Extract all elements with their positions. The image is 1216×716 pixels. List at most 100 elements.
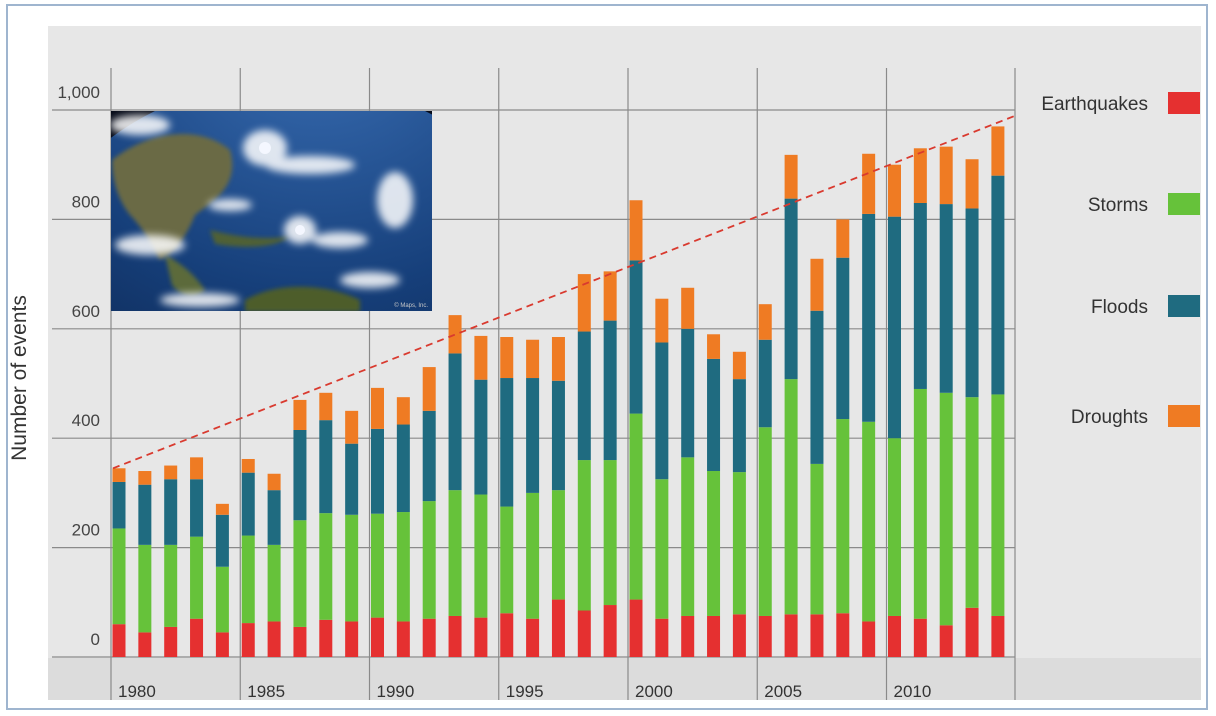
bar-segment-floods xyxy=(448,353,462,491)
bar-segment-earthquakes xyxy=(810,614,824,657)
bar-segment-earthquakes xyxy=(629,599,643,657)
bar-segment-storms xyxy=(732,472,746,615)
bar-segment-droughts xyxy=(577,274,591,332)
bar-segment-earthquakes xyxy=(991,615,1005,657)
y-tick-label: 0 xyxy=(91,630,100,649)
bar-segment-storms xyxy=(681,457,695,616)
bar-segment-storms xyxy=(448,490,462,616)
bar-segment-droughts xyxy=(655,298,669,343)
bar-segment-droughts xyxy=(836,219,850,258)
bar-segment-droughts xyxy=(293,399,307,430)
bar-segment-earthquakes xyxy=(655,618,669,657)
bar-segment-droughts xyxy=(888,164,901,217)
x-tick-label: 1980 xyxy=(118,682,156,701)
bar-segment-storms xyxy=(707,471,721,616)
bar-segment-storms xyxy=(758,427,772,616)
trend-line xyxy=(112,114,1017,470)
bar-segment-storms xyxy=(629,413,643,600)
bar-segment-earthquakes xyxy=(164,626,178,657)
bar-segment-droughts xyxy=(913,148,927,203)
legend-label: Earthquakes xyxy=(1041,94,1148,115)
y-tick-label: 200 xyxy=(72,521,100,540)
y-tick-label: 800 xyxy=(72,192,100,211)
bar-segment-floods xyxy=(577,331,591,461)
bar-segment-storms xyxy=(526,492,540,619)
bar-segment-earthquakes xyxy=(293,626,307,657)
bar-segment-storms xyxy=(862,421,876,622)
bar-segment-earthquakes xyxy=(500,613,514,657)
bar-segment-droughts xyxy=(422,367,436,411)
bar-segment-earthquakes xyxy=(526,618,540,657)
bar-segment-floods xyxy=(939,204,953,393)
bar-segment-earthquakes xyxy=(758,615,772,657)
bar-segment-earthquakes xyxy=(371,617,384,657)
bar-segment-droughts xyxy=(810,258,824,311)
bar-segment-floods xyxy=(810,310,824,464)
bar-segment-droughts xyxy=(939,146,953,205)
bar-segment-floods xyxy=(629,260,643,414)
bar-segment-floods xyxy=(965,208,979,398)
bar-segment-storms xyxy=(810,463,824,615)
y-tick-label: 400 xyxy=(72,411,100,430)
legend-swatch xyxy=(1168,405,1200,427)
legend-swatch xyxy=(1168,295,1200,317)
bar-segment-floods xyxy=(655,342,669,480)
bar-segment-storms xyxy=(474,494,488,618)
bar-segment-storms xyxy=(551,490,565,600)
y-tick-label: 600 xyxy=(72,302,100,321)
inset-caption: © Maps, Inc. xyxy=(394,302,428,309)
bar-segment-storms xyxy=(422,501,436,619)
bar-segment-earthquakes xyxy=(241,623,255,657)
bar-segment-storms xyxy=(112,528,126,625)
bar-segment-droughts xyxy=(215,503,229,515)
bar-segment-floods xyxy=(732,379,746,473)
bar-segment-floods xyxy=(991,175,1005,395)
bar-segment-floods xyxy=(603,320,617,461)
legend-label: Droughts xyxy=(1071,407,1148,428)
bar-segment-earthquakes xyxy=(732,614,746,657)
bar-segment-earthquakes xyxy=(965,607,979,657)
bar-segment-earthquakes xyxy=(448,615,462,657)
bar-segment-storms xyxy=(888,438,901,616)
axis-band xyxy=(48,658,1201,700)
bar-segment-earthquakes xyxy=(112,624,126,657)
bar-segment-floods xyxy=(836,257,850,420)
bar-segment-floods xyxy=(707,358,721,472)
bar-segment-floods xyxy=(164,479,178,545)
bar-segment-storms xyxy=(267,544,281,622)
bar-segment-floods xyxy=(138,484,152,545)
bar-segment-earthquakes xyxy=(862,621,876,657)
bar-segment-storms xyxy=(164,544,178,627)
bar-segment-droughts xyxy=(862,153,876,214)
bar-segment-earthquakes xyxy=(603,605,617,657)
bar-segment-droughts xyxy=(164,465,178,480)
bar-segment-floods xyxy=(784,198,798,380)
bar-segment-storms xyxy=(215,566,229,633)
bar-segment-storms xyxy=(784,379,798,615)
x-tick-label: 2005 xyxy=(764,682,802,701)
bar-segment-droughts xyxy=(345,410,359,444)
bar-segment-floods xyxy=(396,424,410,513)
bar-segment-storms xyxy=(655,479,669,619)
bar-segment-floods xyxy=(474,379,488,495)
bar-segment-earthquakes xyxy=(138,632,152,657)
bar-segment-earthquakes xyxy=(784,614,798,657)
bar-segment-earthquakes xyxy=(215,632,229,657)
bar-segment-storms xyxy=(319,513,333,620)
y-tick-label: 1,000 xyxy=(57,83,100,102)
bar-segment-floods xyxy=(241,472,255,536)
bar-segment-floods xyxy=(112,481,126,529)
x-tick-label: 2000 xyxy=(635,682,673,701)
bar-segment-droughts xyxy=(138,471,152,485)
x-tick-label: 1985 xyxy=(247,682,285,701)
bar-segment-floods xyxy=(500,378,514,507)
bar-segment-storms xyxy=(293,520,307,627)
y-axis-label: Number of events xyxy=(8,295,31,461)
bar-segment-floods xyxy=(293,429,307,521)
bar-segment-floods xyxy=(345,443,359,515)
bar-segment-droughts xyxy=(732,351,746,380)
x-tick-label: 1995 xyxy=(506,682,544,701)
bar-segment-floods xyxy=(215,514,229,567)
